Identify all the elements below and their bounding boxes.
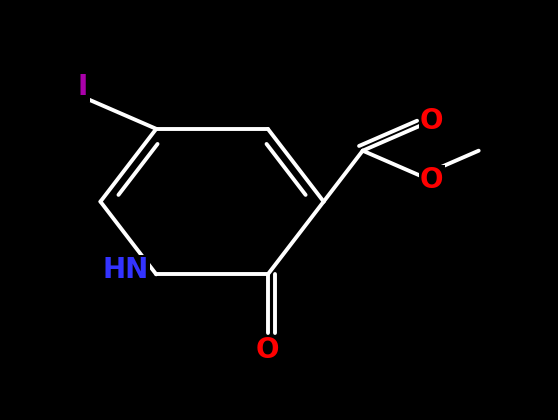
Text: O: O [420, 107, 444, 135]
Text: O: O [256, 336, 280, 364]
Text: HN: HN [103, 256, 148, 284]
Text: O: O [420, 166, 444, 194]
Text: I: I [78, 73, 88, 101]
